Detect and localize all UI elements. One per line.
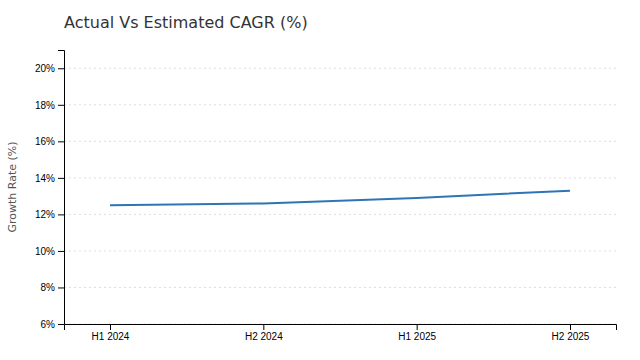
grid bbox=[64, 68, 616, 324]
y-tick-label: 6% bbox=[41, 319, 56, 330]
y-tick: 6% bbox=[41, 319, 64, 330]
y-axis-title: Growth Rate (%) bbox=[6, 141, 19, 232]
y-axis: 6% 8% 10% 12% 14% 16% 18% 20% bbox=[35, 51, 65, 330]
y-tick-mark bbox=[58, 68, 64, 69]
y-tick-label: 8% bbox=[41, 282, 56, 293]
x-tick-label: H2 2025 bbox=[552, 331, 590, 342]
x-tick-label: H1 2025 bbox=[398, 331, 436, 342]
x-tick: H2 2025 bbox=[552, 324, 590, 342]
grid-line bbox=[64, 104, 616, 105]
grid-line bbox=[64, 287, 616, 288]
x-tick: H1 2024 bbox=[92, 324, 130, 342]
y-tick-mark bbox=[58, 287, 64, 288]
y-tick-mark bbox=[58, 251, 64, 252]
x-axis-line bbox=[65, 325, 617, 331]
x-tick-label: H2 2024 bbox=[245, 331, 283, 342]
plot: 6%8%10%12%14%16%18%20%H1 2024H2 2024H1 2… bbox=[35, 51, 617, 343]
grid-line bbox=[64, 214, 616, 215]
marks bbox=[110, 191, 570, 206]
y-tick-label: 20% bbox=[35, 63, 55, 74]
y-tick-mark bbox=[58, 105, 64, 106]
y-tick-label: 16% bbox=[35, 136, 55, 147]
y-tick-mark bbox=[58, 141, 64, 142]
y-tick: 8% bbox=[41, 282, 64, 293]
grid-line bbox=[64, 250, 616, 251]
y-tick-mark bbox=[58, 178, 64, 179]
x-tick-mark bbox=[110, 324, 111, 330]
y-tick: 18% bbox=[35, 100, 64, 111]
chart: Actual Vs Estimated CAGR (%) 6% 8% 10% 12% 14… bbox=[0, 0, 640, 360]
y-tick-label: 14% bbox=[35, 173, 55, 184]
grid-line bbox=[64, 177, 616, 178]
y-tick: 12% bbox=[35, 209, 64, 220]
grid-line bbox=[64, 141, 616, 142]
y-tick: 14% bbox=[35, 173, 64, 184]
x-tick-mark bbox=[263, 324, 264, 330]
line bbox=[110, 191, 570, 206]
y-tick: 16% bbox=[35, 136, 64, 147]
x-tick-mark bbox=[570, 324, 571, 330]
y-tick-label: 10% bbox=[35, 246, 55, 257]
y-tick-label: 18% bbox=[35, 100, 55, 111]
y-tick-mark bbox=[58, 214, 64, 215]
title: Actual Vs Estimated CAGR (%) bbox=[64, 13, 308, 32]
x-axis: H1 2024 H2 2024 H1 2025 H2 2025 bbox=[65, 324, 617, 342]
y-tick: 10% bbox=[35, 246, 64, 257]
x-tick-label: H1 2024 bbox=[92, 331, 130, 342]
y-tick: 20% bbox=[35, 63, 64, 74]
y-axis-line bbox=[58, 51, 65, 325]
y-tick-label: 12% bbox=[35, 209, 55, 220]
x-tick: H2 2024 bbox=[245, 324, 283, 342]
x-tick: H1 2025 bbox=[398, 324, 436, 342]
y-tick-mark bbox=[58, 324, 64, 325]
grid-line bbox=[64, 68, 616, 69]
x-tick-mark bbox=[417, 324, 418, 330]
